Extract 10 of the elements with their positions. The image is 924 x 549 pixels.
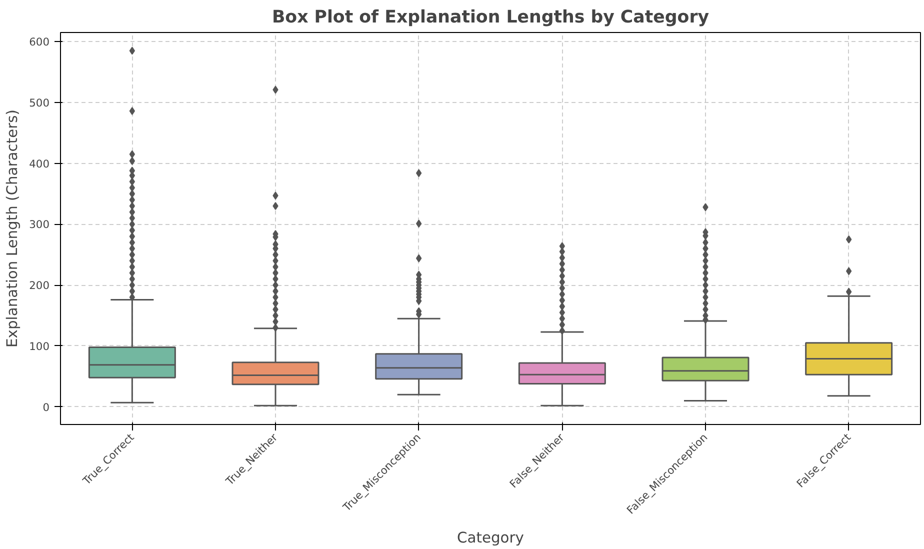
y-tick-label: 100: [29, 340, 50, 353]
y-tick-label: 300: [29, 218, 50, 232]
x-axis-title: Category: [457, 529, 524, 546]
chart-title: Box Plot of Explanation Lengths by Category: [272, 8, 710, 28]
y-tick-label: 400: [29, 157, 50, 170]
y-tick-label: 200: [29, 279, 50, 292]
y-tick-label: 600: [29, 36, 50, 49]
y-tick-label: 500: [29, 96, 50, 110]
y-tick-label: 0: [42, 400, 50, 414]
y-axis-title: Explanation Length (Characters): [4, 110, 22, 348]
